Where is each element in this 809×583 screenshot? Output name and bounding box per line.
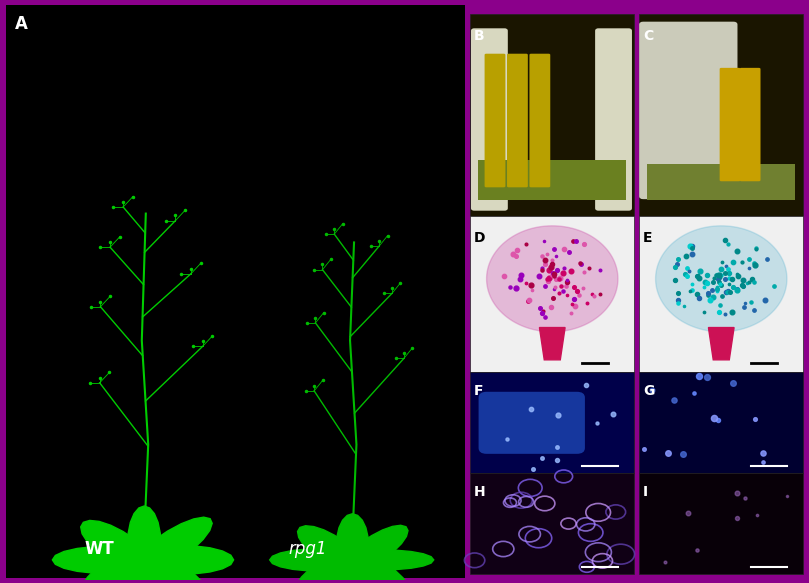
Text: F: F bbox=[474, 384, 484, 398]
FancyBboxPatch shape bbox=[471, 29, 508, 210]
Text: A: A bbox=[15, 15, 28, 33]
Polygon shape bbox=[128, 537, 161, 583]
FancyBboxPatch shape bbox=[485, 54, 506, 187]
Text: D: D bbox=[474, 231, 485, 245]
Text: rpg1: rpg1 bbox=[288, 540, 327, 558]
FancyBboxPatch shape bbox=[507, 54, 527, 187]
Bar bbox=[639, 15, 803, 216]
Polygon shape bbox=[339, 545, 411, 583]
Polygon shape bbox=[709, 328, 734, 360]
Polygon shape bbox=[337, 514, 368, 575]
Text: WT: WT bbox=[84, 540, 114, 558]
Bar bbox=[470, 373, 634, 473]
Bar bbox=[6, 5, 464, 578]
FancyBboxPatch shape bbox=[639, 22, 738, 199]
Polygon shape bbox=[655, 226, 787, 332]
FancyBboxPatch shape bbox=[529, 54, 550, 187]
FancyBboxPatch shape bbox=[739, 68, 760, 181]
Polygon shape bbox=[487, 226, 618, 332]
Polygon shape bbox=[540, 328, 565, 360]
Polygon shape bbox=[128, 506, 161, 578]
Text: E: E bbox=[643, 231, 653, 245]
Bar bbox=[647, 164, 795, 201]
Polygon shape bbox=[294, 545, 365, 583]
Text: B: B bbox=[474, 29, 485, 43]
FancyBboxPatch shape bbox=[595, 29, 632, 210]
Polygon shape bbox=[81, 521, 155, 574]
Polygon shape bbox=[336, 550, 434, 570]
Bar bbox=[470, 15, 634, 216]
FancyBboxPatch shape bbox=[479, 392, 585, 454]
Bar bbox=[639, 216, 803, 373]
Polygon shape bbox=[81, 546, 155, 583]
Text: G: G bbox=[643, 384, 654, 398]
Polygon shape bbox=[129, 546, 234, 574]
Text: I: I bbox=[643, 486, 648, 500]
Polygon shape bbox=[133, 546, 208, 583]
Polygon shape bbox=[342, 525, 408, 573]
Bar bbox=[470, 216, 634, 373]
Polygon shape bbox=[269, 549, 371, 571]
Polygon shape bbox=[129, 517, 212, 577]
Bar bbox=[470, 473, 634, 574]
Bar bbox=[639, 373, 803, 473]
Polygon shape bbox=[298, 526, 362, 572]
Text: H: H bbox=[474, 486, 485, 500]
FancyBboxPatch shape bbox=[720, 68, 740, 181]
Polygon shape bbox=[53, 546, 161, 574]
Bar bbox=[478, 160, 626, 201]
Text: C: C bbox=[643, 29, 654, 43]
Bar bbox=[639, 473, 803, 574]
Polygon shape bbox=[337, 540, 367, 583]
